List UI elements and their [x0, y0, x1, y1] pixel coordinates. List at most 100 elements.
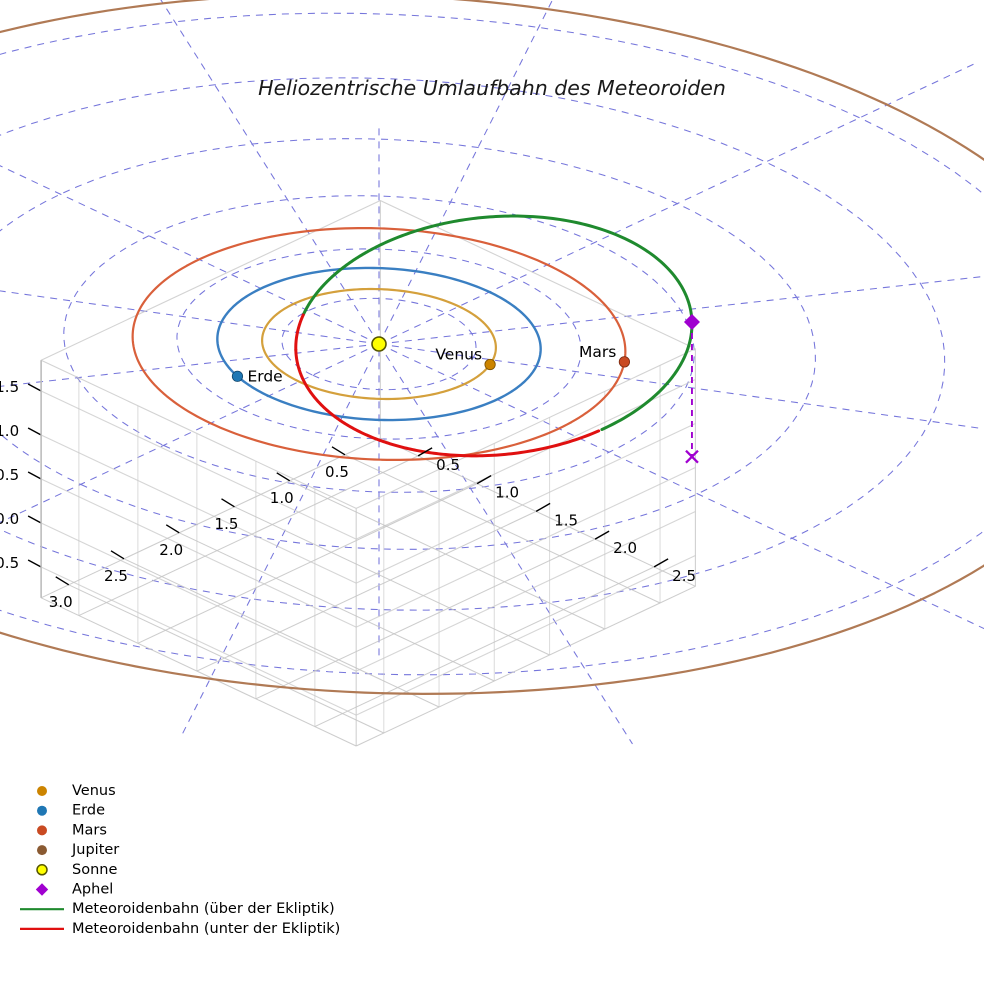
floor-border-1 — [40, 437, 381, 599]
page-title: Heliozentrische Umlaufbahn des Meteoroid… — [258, 76, 726, 100]
marker-sonne — [371, 336, 387, 352]
z-tick-4 — [27, 559, 42, 568]
x-tick-label-2: 1.5 — [215, 515, 239, 533]
legend-label-1: Erde — [72, 803, 105, 819]
wall-left-zgrid-3 — [40, 434, 357, 584]
legend-marker-erde — [37, 805, 47, 816]
y-tick-0 — [417, 447, 433, 457]
legend-label-2: Mars — [72, 822, 107, 838]
floor-grid-y-1 — [137, 483, 478, 644]
orbit-erde — [216, 266, 542, 422]
annotation-erde: Erde — [247, 367, 282, 385]
marker-venus — [484, 358, 496, 371]
x-tick-label-1: 1.0 — [270, 489, 294, 507]
floor-border-3 — [355, 585, 696, 747]
annotation-mars: Mars — [579, 343, 616, 361]
x-tick-label-3: 2.0 — [159, 541, 183, 559]
box-edge-top-1 — [40, 200, 381, 361]
polar-dashed-grid — [0, 0, 984, 745]
y-tick-1 — [476, 475, 492, 485]
polar-grid-spoke-6 — [378, 62, 976, 345]
z-tick-0 — [27, 383, 42, 392]
legend-label-3: Jupiter — [71, 842, 119, 858]
x-tick-1 — [276, 472, 291, 482]
legend-label-5: Aphel — [72, 882, 113, 898]
floor-grid-y-3 — [255, 538, 596, 700]
polar-grid-spoke-4 — [378, 343, 984, 430]
x-tick-0 — [331, 446, 346, 456]
polar-grid-spoke-9 — [0, 165, 380, 345]
legend-marker-aphel — [35, 883, 49, 896]
polar-grid-circle-4 — [0, 77, 946, 611]
orbit-meteoroid-below-ecliptic-2 — [294, 313, 305, 352]
floor-grid-x-5 — [68, 584, 385, 734]
legend-label-4: Sonne — [72, 862, 117, 878]
polar-grid-spoke-1 — [180, 343, 380, 738]
wall-right-zgrid-3 — [355, 423, 696, 584]
z-tick-1 — [27, 427, 42, 436]
orbit-jupiter — [0, 0, 984, 695]
legend-label-6: Meteoroidenbahn (über der Ekliptik) — [72, 901, 335, 917]
annotation-venus: Venus — [435, 345, 482, 363]
orbit-venus — [261, 287, 497, 401]
x-tick-3 — [165, 524, 180, 534]
floor-grid-y-4 — [314, 566, 655, 728]
z-tick-3 — [27, 515, 42, 524]
z-tick-label-3: 0.0 — [0, 510, 19, 528]
marker-aphel — [683, 314, 700, 331]
y-tick-label-2: 1.5 — [554, 511, 578, 529]
x-tick-2 — [221, 498, 235, 508]
wall-right-zgrid-2 — [355, 467, 696, 628]
polar-grid-spoke-2 — [378, 343, 633, 745]
wall-left-zgrid-4 — [40, 390, 357, 540]
polar-grid-spoke-7 — [378, 0, 554, 345]
floor-grid-x-4 — [123, 558, 440, 708]
floor-grid-x-0 — [344, 454, 661, 604]
x-tick-5 — [55, 576, 70, 586]
z-tick-2 — [27, 471, 42, 480]
floor-grid-y-2 — [196, 510, 537, 672]
y-tick-label-4: 2.5 — [672, 567, 696, 585]
legend: Venus Erde Mars Jupiter Sonne Aphel Meteoroide… — [20, 783, 340, 937]
legend-marker-jupiter — [37, 845, 47, 856]
polar-grid-spoke-3 — [378, 343, 984, 630]
wall-left-zgrid-0 — [40, 566, 357, 716]
y-tick-4 — [653, 558, 669, 568]
y-tick-label-1: 1.0 — [495, 484, 519, 502]
polar-grid-spoke-5 — [378, 275, 984, 345]
floor-grid-x-3 — [179, 532, 495, 682]
wall-left-zgrid-1 — [40, 522, 357, 672]
polar-grid-spoke-0 — [0, 343, 380, 523]
floor-pane-grid — [40, 437, 696, 747]
polar-grid-spoke-10 — [0, 290, 380, 345]
axis-tick-labels: 1.5 1.0 0.5 0.0 −0.5 0.5 1.0 1.5 2.0 2.5 3.0 0.5 1.0… — [0, 378, 696, 611]
y-tick-3 — [594, 530, 610, 540]
floor-grid-y-0 — [78, 455, 419, 617]
x-tick-label-4: 2.5 — [104, 567, 128, 585]
z-tick-label-1: 1.0 — [0, 422, 19, 440]
z-tick-label-2: 0.5 — [0, 466, 19, 484]
orbit-meteoroid-above-ecliptic-1 — [302, 214, 694, 431]
z-tick-label-4: −0.5 — [0, 554, 19, 572]
wall-right-zgrid-0 — [355, 555, 696, 716]
legend-marker-sonne — [36, 864, 48, 876]
wall-left-zgrid-2 — [40, 478, 357, 628]
floor-border-4 — [380, 437, 696, 587]
z-tick-label-0: 1.5 — [0, 378, 19, 396]
box-edge-top-2 — [40, 359, 357, 509]
body-markers — [231, 314, 700, 464]
box-edge-top-3 — [355, 348, 696, 509]
y-tick-label-0: 0.5 — [436, 456, 460, 474]
marker-erde — [231, 370, 244, 382]
legend-marker-venus — [37, 786, 47, 796]
body-annotations: Mars Venus Erde — [247, 343, 616, 385]
legend-label-7: Meteoroidenbahn (unter der Ekliptik) — [72, 921, 340, 937]
x-tick-label-5: 3.0 — [49, 593, 73, 611]
floor-grid-x-1 — [289, 480, 606, 630]
wall-right-zgrid-4 — [355, 379, 696, 540]
x-tick-4 — [110, 550, 125, 560]
y-tick-2 — [535, 502, 551, 513]
